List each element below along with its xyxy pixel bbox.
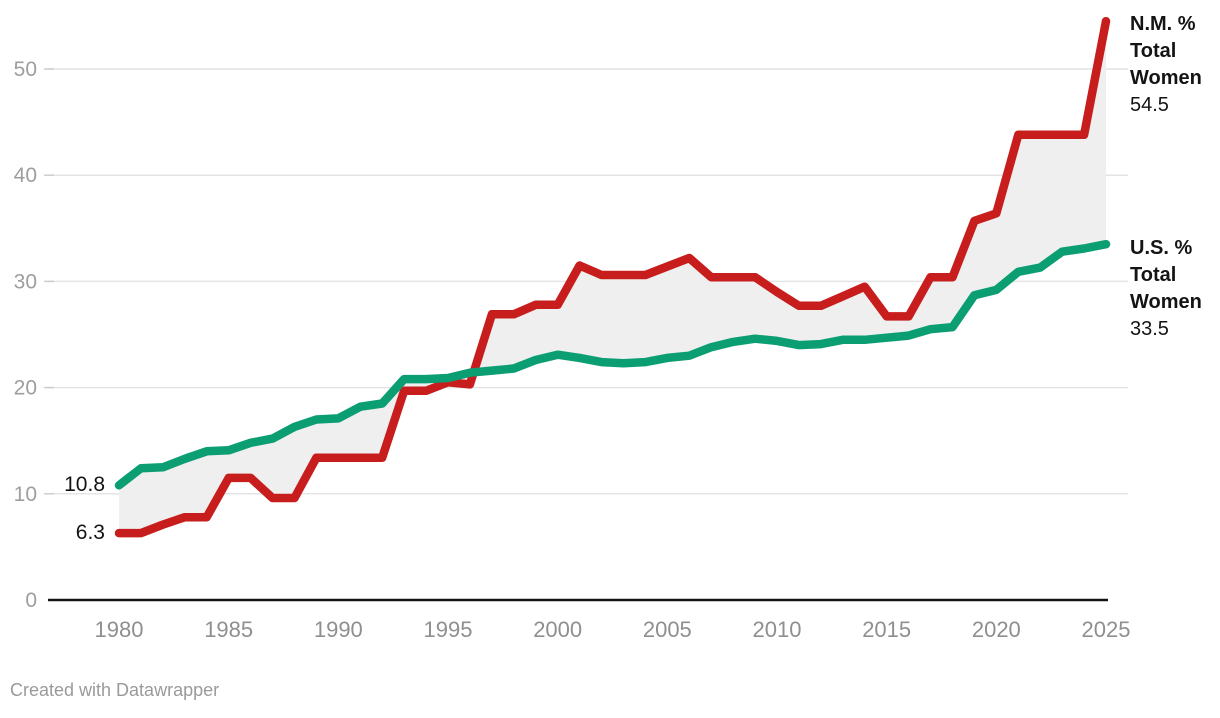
x-axis-label: 2005 [643, 617, 692, 642]
nm-end-value-label: 54.5 [1130, 94, 1169, 116]
y-axis-label: 20 [14, 377, 37, 400]
nm-start-value-label: 6.3 [75, 521, 105, 544]
x-axis-label: 1980 [95, 617, 144, 642]
y-axis-label: 40 [14, 164, 37, 187]
us-start-value-label: 10.8 [64, 473, 105, 496]
us-label-line-1: U.S. % [1130, 237, 1193, 259]
y-axis-label: 50 [14, 58, 37, 81]
nm-line-series [114, 16, 1111, 538]
nm-series-label: N.M. % Total Women 54.5 [1130, 11, 1220, 119]
line-chart-canvas: 0 10 20 30 40 50 1980 1985 1990 1995 2000 2005 2010 2… [14, 16, 1131, 642]
x-axis-label: 1995 [424, 617, 473, 642]
y-axis-label: 0 [25, 589, 37, 612]
x-axis-label: 2020 [972, 617, 1021, 642]
x-axis-label: 2025 [1082, 617, 1131, 642]
x-axis-label: 2000 [533, 617, 582, 642]
datawrapper-credit: Created with Datawrapper [10, 680, 220, 700]
x-axis-label: 1985 [204, 617, 253, 642]
us-series-label: U.S. % Total Women 33.5 [1130, 235, 1220, 343]
us-end-value-label: 33.5 [1130, 318, 1169, 340]
nm-label-line-2: Total [1130, 40, 1177, 62]
us-line-series [114, 239, 1111, 490]
us-label-line-3: Women [1130, 291, 1202, 313]
y-axis-label: 10 [14, 483, 37, 506]
nm-label-line-3: Women [1130, 67, 1202, 89]
x-axis-label: 2015 [862, 617, 911, 642]
x-axis-label: 1990 [314, 617, 363, 642]
nm-label-line-1: N.M. % [1130, 13, 1196, 35]
us-label-line-2: Total [1130, 264, 1177, 286]
x-axis-label: 2010 [753, 617, 802, 642]
y-axis-label: 30 [14, 270, 37, 293]
